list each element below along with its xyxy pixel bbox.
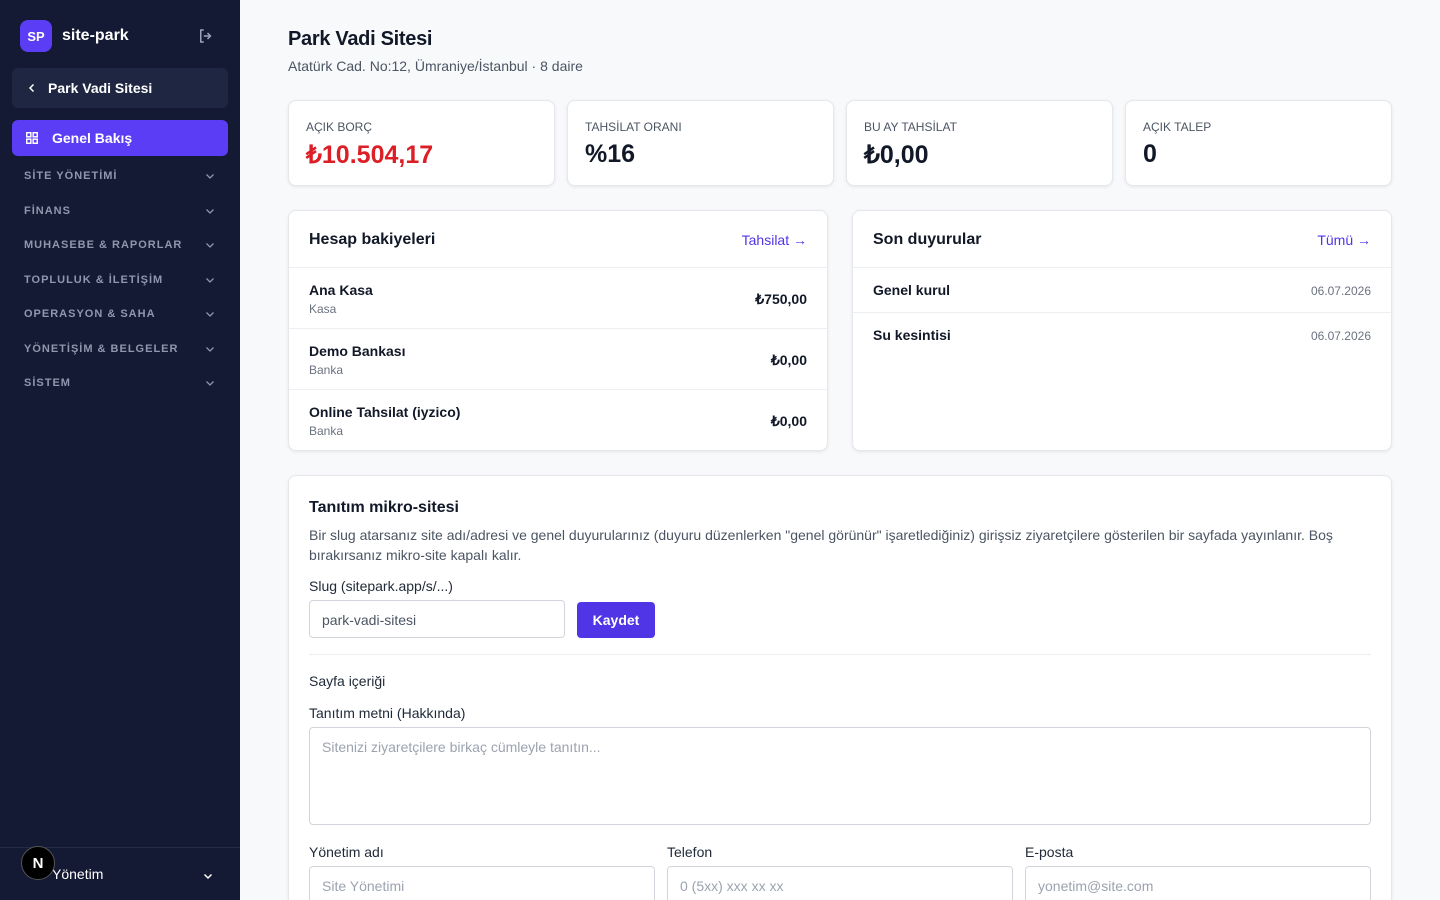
stat-card: AÇIK BORÇ ₺10.504,17 [288, 100, 555, 186]
announcement-title: Su kesintisi [873, 327, 951, 343]
panel-link[interactable]: Tümü → [1317, 232, 1371, 248]
logo: SP [20, 20, 52, 52]
panel-title: Son duyurular [873, 231, 982, 248]
account-name: Demo Bankası [309, 343, 406, 359]
balances-panel: Hesap bakiyeleri Tahsilat → Ana Kasa Kasa… [288, 210, 828, 451]
balance-row: Ana Kasa Kasa ₺750,00 [289, 267, 827, 328]
stat-label: AÇIK BORÇ [306, 120, 373, 134]
announcement-title: Genel kurul [873, 282, 951, 298]
stat-label: TAHSİLAT ORANI [585, 120, 682, 134]
site-switcher[interactable]: Park Vadi Sitesi [12, 68, 228, 108]
brand: site-park [62, 27, 129, 44]
account-name: Ana Kasa [309, 282, 373, 298]
field-label: E-posta [1025, 844, 1074, 860]
divider [309, 654, 1371, 655]
nav-section-label: FİNANS [24, 204, 71, 217]
nav-section[interactable]: FİNANS [24, 205, 216, 217]
account-name: Online Tahsilat (iyzico) [309, 404, 461, 420]
nav-section-label: SİTE YÖNETİMİ [24, 170, 118, 182]
nav-section[interactable]: SİTE YÖNETİMİ [24, 170, 216, 182]
save-button[interactable]: Kaydet [577, 602, 655, 638]
balance-row: Demo Bankası Banka ₺0,00 [289, 328, 827, 389]
logout-icon[interactable] [197, 27, 215, 45]
nav-section[interactable]: OPERASYON & SAHA [24, 308, 216, 320]
page-subtitle: Atatürk Cad. No:12, Ümraniye/İstanbul · … [288, 58, 583, 74]
nav-section-label: YÖNETİŞİM & BELGELER [24, 342, 179, 355]
nav-section-label: TOPLULUK & İLETİŞİM [24, 273, 164, 286]
avatar[interactable]: N [21, 846, 55, 880]
nav-section[interactable]: YÖNETİŞİM & BELGELER [24, 343, 216, 355]
account-amount: ₺0,00 [770, 352, 807, 368]
account-type: Banka [309, 424, 344, 438]
stat-value: %16 [585, 140, 636, 168]
field-label: Yönetim adı [309, 844, 384, 860]
user-name[interactable]: Yönetim [52, 866, 104, 882]
nav-section-label: MUHASEBE & RAPORLAR [24, 239, 183, 251]
account-type: Banka [309, 363, 344, 377]
slug-input[interactable]: park-vadi-sitesi [309, 600, 565, 638]
announcement-row[interactable]: Genel kurul 06.07.2026 [853, 267, 1391, 312]
stat-card: TAHSİLAT ORANI %16 [567, 100, 834, 186]
microsite-panel: Tanıtım mikro-sitesi Bir slug atarsanız … [288, 475, 1392, 900]
nav-section[interactable]: MUHASEBE & RAPORLAR [24, 239, 216, 251]
section-heading: Sayfa içeriği [309, 673, 386, 689]
nav-section[interactable]: SİSTEM [24, 377, 216, 389]
panel-title: Tanıtım mikro-sitesi [309, 499, 459, 516]
stat-card: AÇIK TALEP 0 [1125, 100, 1392, 186]
stat-value: ₺10.504,17 [306, 141, 434, 169]
stat-label: BU AY TAHSİLAT [864, 120, 957, 134]
stat-value: ₺0,00 [864, 141, 929, 169]
account-type: Kasa [309, 302, 337, 316]
stat-value: 0 [1143, 140, 1157, 168]
account-amount: ₺750,00 [755, 291, 807, 307]
stat-card: BU AY TAHSİLAT ₺0,00 [846, 100, 1113, 186]
text-input[interactable]: yonetim@site.com [1025, 866, 1371, 900]
page-title: Park Vadi Sitesi [288, 28, 433, 50]
nav-section-label: SİSTEM [24, 377, 71, 389]
announcements-panel: Son duyurular Tümü → Genel kurul 06.07.20… [852, 210, 1392, 451]
text-input[interactable]: Site Yönetimi [309, 866, 655, 900]
account-amount: ₺0,00 [770, 413, 807, 429]
about-textarea[interactable]: Sitenizi ziyaretçilere birkaç cümleyle t… [309, 727, 1371, 825]
announcement-row[interactable]: Su kesintisi 06.07.2026 [853, 312, 1391, 357]
nav-label: Genel Bakış [52, 130, 133, 146]
balance-row: Online Tahsilat (iyzico) Banka ₺0,00 [289, 389, 827, 450]
announcement-date: 06.07.2026 [1310, 329, 1371, 343]
panel-title: Hesap bakiyeleri [309, 231, 436, 248]
field-label: Slug (sitepark.app/s/...) [309, 578, 453, 594]
field-label: Telefon [667, 844, 713, 860]
announcement-date: 06.07.2026 [1310, 284, 1371, 298]
sidebar-footer[interactable] [0, 847, 240, 900]
stat-label: AÇIK TALEP [1143, 120, 1212, 134]
sidebar: SP site-park Park Vadi Sitesi Genel Bakı… [0, 0, 240, 900]
text-input[interactable]: 0 (5xx) xxx xx xx [667, 866, 1013, 900]
nav-active[interactable]: Genel Bakış [12, 120, 228, 156]
site-name: Park Vadi Sitesi [48, 80, 153, 96]
field-label: Tanıtım metni (Hakkında) [309, 705, 466, 721]
description: Bir slug atarsanız site adı/adresi ve ge… [309, 527, 1333, 563]
nav-section-label: OPERASYON & SAHA [24, 308, 156, 320]
panel-link[interactable]: Tahsilat → [741, 232, 807, 248]
nav-section[interactable]: TOPLULUK & İLETİŞİM [24, 274, 216, 286]
